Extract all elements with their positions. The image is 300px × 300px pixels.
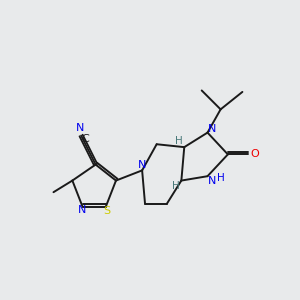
Text: N: N — [208, 124, 216, 134]
Text: N: N — [76, 123, 85, 133]
Text: N: N — [138, 160, 146, 170]
Text: C: C — [81, 134, 89, 144]
Text: N: N — [78, 205, 86, 215]
Text: O: O — [250, 149, 259, 159]
Text: S: S — [103, 206, 110, 216]
Text: N: N — [208, 176, 216, 186]
Text: H: H — [175, 136, 183, 146]
Text: H: H — [172, 182, 179, 191]
Text: H: H — [217, 173, 224, 183]
